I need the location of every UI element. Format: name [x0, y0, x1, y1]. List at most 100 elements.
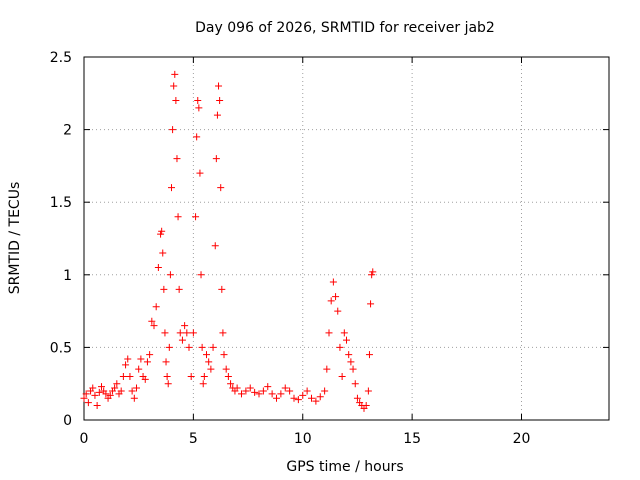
data-point: [130, 394, 138, 402]
data-point: [148, 317, 156, 325]
data-point: [152, 303, 160, 311]
data-point: [171, 70, 179, 78]
data-point: [212, 155, 220, 163]
data-point: [227, 380, 235, 388]
data-point: [345, 351, 353, 359]
data-point: [264, 383, 272, 391]
data-point: [362, 401, 370, 409]
data-point: [205, 358, 213, 366]
data-point: [189, 329, 197, 337]
y-tick-label: 2: [63, 123, 72, 139]
data-point: [173, 155, 181, 163]
data-point: [277, 390, 285, 398]
data-point: [161, 329, 169, 337]
x-tick-label: 5: [189, 431, 198, 447]
data-point: [84, 399, 92, 407]
data-point: [91, 391, 99, 399]
data-point: [111, 384, 119, 392]
data-point: [168, 184, 175, 192]
data-point: [327, 297, 335, 305]
data-point: [128, 387, 136, 395]
data-point: [349, 365, 357, 373]
data-point: [332, 293, 340, 301]
data-point: [141, 375, 149, 383]
data-point: [157, 230, 165, 238]
data-point: [178, 336, 186, 344]
data-point: [216, 97, 224, 105]
data-point: [181, 322, 189, 330]
data-point: [89, 384, 97, 392]
x-axis-title: GPS time / hours: [286, 459, 403, 475]
plot-frame: [83, 56, 610, 421]
data-point: [98, 383, 105, 391]
data-point: [343, 336, 350, 344]
x-tick-label: 15: [403, 431, 421, 447]
data-point: [312, 397, 320, 405]
data-point: [194, 97, 202, 105]
data-point: [195, 104, 203, 112]
data-point: [126, 372, 134, 380]
data-point: [368, 271, 376, 279]
y-tick-label: 0: [63, 413, 72, 429]
data-point: [219, 329, 227, 337]
data-point: [251, 388, 259, 396]
grid-layer: [84, 57, 609, 420]
data-point: [222, 365, 230, 373]
data-point: [233, 384, 241, 392]
data-point: [299, 391, 307, 399]
data-point: [162, 358, 170, 366]
data-point: [197, 271, 205, 279]
data-point: [246, 384, 254, 392]
ticks-layer: 0 0.5 1 1.5 2 2.5 0 5 10 15 20: [50, 50, 609, 447]
y-tick-label: 2.5: [50, 50, 72, 66]
data-point: [255, 390, 263, 398]
data-point: [238, 390, 245, 398]
data-point: [218, 285, 226, 293]
data-point: [102, 390, 110, 398]
data-point: [259, 387, 267, 395]
data-point: [367, 300, 375, 308]
data-point: [169, 126, 177, 134]
data-point: [351, 380, 359, 388]
data-point: [347, 358, 355, 366]
data-point: [192, 213, 200, 221]
data-point: [106, 391, 114, 399]
data-point: [175, 285, 183, 293]
data-point: [176, 329, 184, 337]
data-point: [113, 380, 121, 388]
y-axis-title: SRMTID / TECUs: [7, 182, 23, 295]
data-point: [281, 384, 289, 392]
data-point: [158, 227, 166, 235]
data-point: [336, 343, 344, 351]
data-point: [308, 394, 315, 402]
data-point: [170, 82, 178, 90]
data-point: [154, 264, 162, 272]
data-point: [164, 380, 172, 388]
x-tick-label: 0: [80, 431, 89, 447]
data-point: [268, 390, 276, 398]
data-point: [137, 355, 145, 363]
data-point: [165, 343, 173, 351]
data-point: [294, 396, 302, 404]
data-point: [364, 387, 372, 395]
data-point: [325, 329, 333, 337]
data-point: [209, 343, 217, 351]
data-point: [159, 249, 167, 257]
data-point: [211, 242, 219, 250]
data-point: [172, 97, 180, 105]
data-point: [166, 271, 174, 279]
x-tick-label: 20: [513, 431, 531, 447]
data-point: [117, 387, 125, 395]
data-point: [290, 394, 298, 402]
data-point: [334, 307, 342, 315]
y-tick-label: 1.5: [50, 195, 72, 211]
data-point: [160, 285, 168, 293]
data-point: [215, 82, 223, 90]
data-point: [369, 268, 377, 276]
data-points: [80, 70, 377, 412]
y-tick-label: 0.5: [50, 340, 72, 356]
data-point: [273, 394, 280, 402]
data-point: [80, 394, 88, 402]
data-point: [198, 343, 206, 351]
